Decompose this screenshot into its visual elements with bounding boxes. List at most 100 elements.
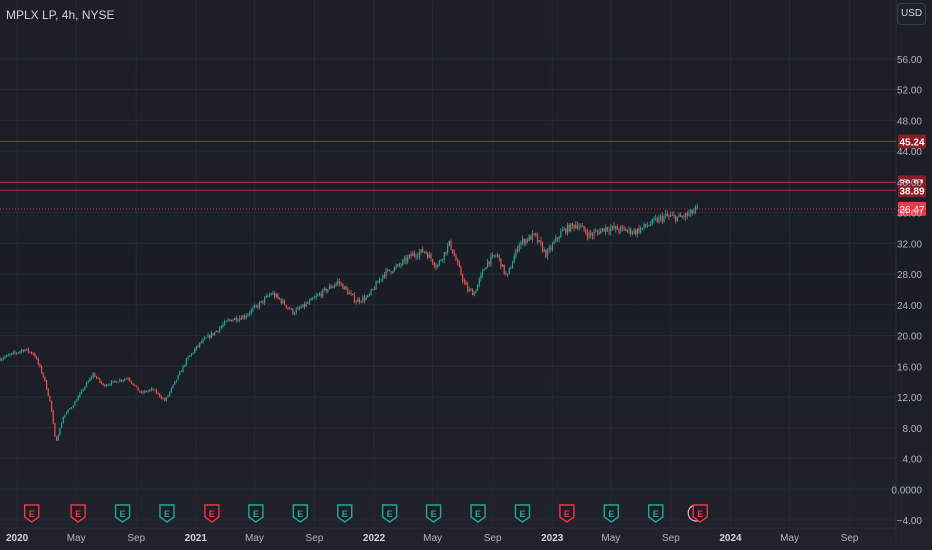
candle [290, 308, 292, 310]
candle [586, 232, 589, 237]
candle [100, 381, 103, 384]
earnings-marker-icon[interactable]: E [159, 504, 175, 523]
candle [531, 233, 534, 240]
candle [496, 255, 499, 257]
earnings-badge [337, 504, 353, 523]
candle [491, 255, 494, 257]
candle [440, 260, 442, 262]
candle [498, 255, 500, 259]
earnings-marker-icon[interactable]: E [381, 504, 398, 523]
earnings-label: E [519, 509, 525, 519]
earnings-marker-icon[interactable]: E [514, 504, 531, 523]
candle [360, 301, 362, 303]
candle [347, 289, 349, 295]
candle [200, 342, 202, 344]
candle [543, 249, 545, 252]
earnings-marker-icon[interactable]: E [603, 504, 620, 523]
candle [402, 260, 404, 265]
candle [400, 264, 402, 266]
candle [398, 264, 400, 266]
currency-button[interactable]: USD [897, 3, 926, 25]
candle [202, 339, 204, 343]
candle [661, 216, 663, 222]
earnings-marker-icon[interactable]: E [425, 504, 442, 523]
candle [214, 331, 216, 335]
candle [656, 218, 658, 223]
earnings-marker-icon[interactable]: E [248, 504, 264, 523]
last-price-label: 36.47 [899, 205, 924, 216]
candle [132, 383, 134, 386]
candle [170, 387, 173, 392]
candle [628, 228, 630, 231]
candle [147, 390, 149, 392]
candle [160, 396, 163, 399]
candle [483, 269, 485, 271]
candle [630, 228, 632, 234]
candle [435, 265, 437, 268]
candle [125, 378, 128, 380]
earnings-marker-icon[interactable]: E [470, 504, 486, 523]
candle [57, 435, 59, 441]
y-tick-label: 24.00 [897, 301, 922, 312]
candle [591, 235, 594, 236]
candle [45, 380, 48, 390]
candle [516, 249, 519, 251]
candle [681, 216, 683, 218]
candle [12, 352, 14, 354]
y-tick-label: 0.0000 [891, 485, 922, 496]
candle [107, 384, 109, 386]
earnings-marker-icon[interactable]: E [114, 504, 131, 523]
candle [194, 349, 196, 353]
candle [134, 385, 136, 386]
candle [11, 353, 13, 355]
candle [313, 297, 316, 299]
candle [513, 256, 515, 264]
candle [570, 223, 572, 232]
candle [678, 214, 680, 217]
earnings-marker-icon[interactable]: E [70, 504, 86, 523]
candle [606, 227, 609, 231]
candle [418, 252, 420, 257]
candle [501, 264, 504, 267]
candle [115, 381, 118, 383]
candle [375, 282, 377, 290]
candle [395, 266, 397, 268]
y-tick-label: 52.00 [897, 86, 922, 97]
candle [87, 381, 89, 383]
candle [443, 251, 445, 260]
candle [340, 283, 342, 284]
earnings-marker-icon[interactable]: E [292, 504, 308, 523]
earnings-marker-icon[interactable]: E [559, 504, 575, 523]
candle [332, 286, 334, 288]
candle [596, 231, 599, 233]
candle [518, 244, 520, 251]
candle [42, 372, 44, 377]
earnings-marker-icon[interactable]: E [687, 504, 708, 523]
earnings-marker-icon[interactable]: E [337, 504, 353, 523]
earnings-label: E [75, 509, 81, 519]
candle [237, 320, 239, 321]
candle [417, 256, 419, 258]
candle [653, 219, 655, 220]
candle [631, 233, 633, 234]
earnings-marker-icon[interactable]: E [24, 504, 40, 523]
x-tick-label: Sep [841, 533, 859, 544]
candle [102, 383, 104, 385]
candle [244, 315, 246, 318]
candle [478, 279, 480, 285]
earnings-marker-icon[interactable]: E [204, 504, 220, 523]
earnings-label: E [29, 509, 35, 519]
candle [393, 267, 395, 272]
candle [140, 391, 143, 393]
earnings-marker-icon[interactable]: E [648, 504, 664, 523]
candle [415, 255, 417, 257]
candle [641, 227, 643, 229]
candle [538, 240, 540, 242]
candle [257, 305, 259, 308]
candle [65, 412, 68, 415]
candle [283, 300, 286, 305]
candle [109, 384, 111, 386]
candle [508, 268, 510, 274]
candle [442, 259, 444, 261]
